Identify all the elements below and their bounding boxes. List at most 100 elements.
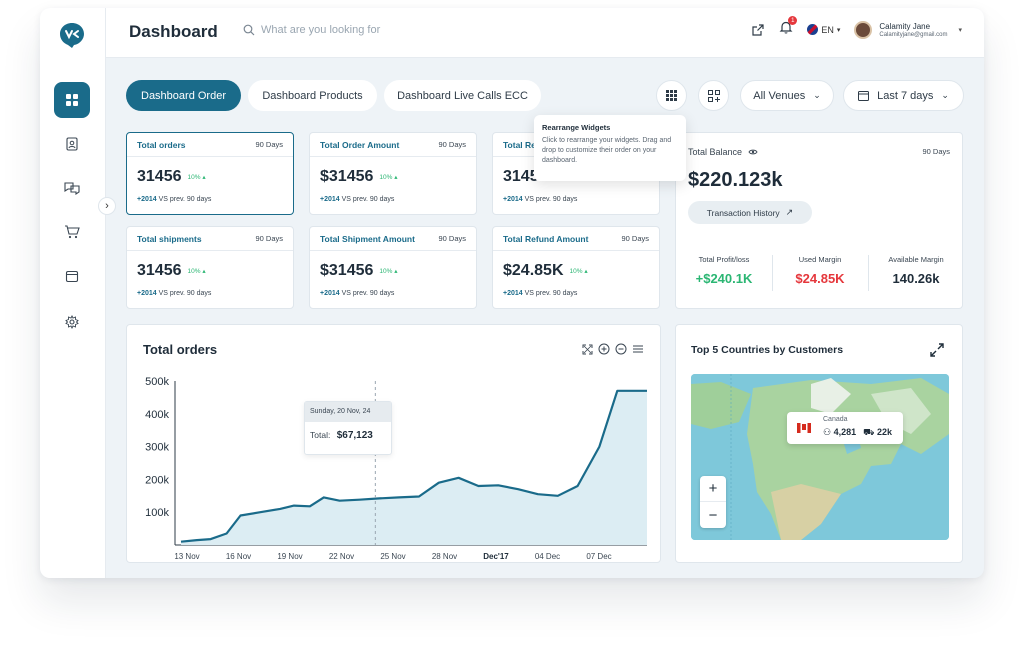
contact-card-icon bbox=[66, 137, 78, 151]
stat-card-total-order-amount[interactable]: Total Order Amount 90 Days $31456 10% ▴ +2… bbox=[309, 132, 477, 215]
transaction-history-button[interactable]: Transaction History ↗ bbox=[688, 201, 812, 224]
tooltip-text: Click to rearrange your widgets. Drag an… bbox=[542, 137, 672, 165]
trend-up-icon: ▴ bbox=[202, 268, 206, 275]
stat-foot: VS prev. 90 days bbox=[524, 290, 578, 297]
date-range-select[interactable]: Last 7 days ⌄ bbox=[843, 80, 964, 111]
stat-change: 10% bbox=[569, 268, 583, 275]
north-america-map bbox=[691, 374, 949, 540]
fullscreen-icon[interactable] bbox=[582, 344, 593, 355]
tab-dashboard-order[interactable]: Dashboard Order bbox=[126, 80, 241, 111]
stat-card-total-shipments[interactable]: Total shipments 90 Days 31456 10% ▴ +2014 … bbox=[126, 226, 294, 309]
world-map[interactable]: + − Canada ⚇ 4,281 ⛟ 22k bbox=[691, 374, 949, 540]
sidebar-item-settings[interactable] bbox=[54, 304, 90, 340]
stat-card-total-refund-amount[interactable]: Total Refund Amount 90 Days $24.85K 10% ▴ … bbox=[492, 226, 660, 309]
arrow-up-right-icon: ↗ bbox=[785, 207, 794, 217]
x-tick-label: 13 Nov bbox=[174, 552, 199, 561]
zoom-controls: + − bbox=[700, 476, 726, 528]
chevron-right-icon: › bbox=[105, 200, 109, 212]
stat-foot: VS prev. 90 days bbox=[158, 196, 212, 203]
user-icon: ⚇ bbox=[823, 427, 832, 437]
country-popup: Canada ⚇ 4,281 ⛟ 22k bbox=[787, 412, 903, 444]
page-title: Dashboard bbox=[129, 22, 218, 41]
chevron-down-icon: ▾ bbox=[958, 26, 962, 34]
tab-dashboard-products[interactable]: Dashboard Products bbox=[248, 80, 377, 111]
top-actions: 1 EN ▾ Calamity Jane Calamityjane@gmail.… bbox=[751, 16, 962, 39]
uk-flag-icon bbox=[807, 24, 819, 35]
y-tick-label: 400k bbox=[145, 409, 169, 421]
stat-delta: +2014 bbox=[503, 196, 523, 203]
x-tick-label: 25 Nov bbox=[380, 552, 405, 561]
orders-area-chart[interactable]: 500k 400k 300k 200k 100k 13 Nov 16 Nov 19 Nov 22… bbox=[127, 325, 662, 564]
balance-metric: Used Margin $24.85K bbox=[772, 255, 868, 286]
search-icon bbox=[243, 24, 255, 36]
tooltip-title: Rearrange Widgets bbox=[542, 123, 611, 132]
expand-icon[interactable] bbox=[930, 343, 944, 357]
zoom-in-icon[interactable] bbox=[598, 343, 610, 355]
external-link-icon[interactable] bbox=[751, 23, 765, 37]
popup-orders: 22k bbox=[876, 427, 892, 437]
top-bar: Dashboard What are you looking for 1 bbox=[106, 8, 984, 58]
chevron-down-icon: ▾ bbox=[836, 26, 841, 34]
user-menu[interactable]: Calamity Jane Calamityjane@gmail.com ▾ bbox=[854, 20, 962, 39]
app-logo[interactable] bbox=[59, 22, 85, 48]
rearrange-tooltip: Rearrange Widgets Click to rearrange you… bbox=[534, 115, 686, 181]
y-tick-label: 500k bbox=[145, 376, 169, 388]
stat-change: 10% bbox=[379, 174, 393, 181]
x-tick-label: 07 Dec bbox=[586, 552, 611, 561]
chevron-down-icon: ⌄ bbox=[813, 90, 821, 100]
sidebar-item-chat[interactable] bbox=[54, 170, 90, 206]
eye-icon[interactable] bbox=[748, 148, 758, 156]
zoom-out-icon[interactable] bbox=[615, 343, 627, 355]
add-widget-button[interactable] bbox=[698, 80, 729, 111]
x-tick-label: 28 Nov bbox=[432, 552, 457, 561]
sidebar-item-calendar[interactable] bbox=[54, 258, 90, 294]
stat-period: 90 Days bbox=[255, 140, 283, 149]
transaction-history-label: Transaction History bbox=[706, 207, 780, 218]
x-tick-label: 19 Nov bbox=[277, 552, 302, 561]
stat-label: Total Re bbox=[503, 139, 536, 150]
sidebar bbox=[40, 8, 106, 578]
stat-card-total-orders[interactable]: Total orders 90 Days 31456 10% ▴ +2014 VS … bbox=[126, 132, 294, 215]
stat-period: 90 Days bbox=[438, 140, 466, 149]
venue-select-label: All Venues bbox=[753, 89, 806, 102]
search-input[interactable]: What are you looking for bbox=[261, 24, 381, 36]
grid-icon bbox=[66, 94, 78, 106]
metric-divider bbox=[868, 255, 869, 291]
stat-value: 3145 bbox=[503, 168, 539, 185]
trend-up-icon: ▴ bbox=[584, 268, 588, 275]
language-label: EN bbox=[821, 24, 834, 35]
y-tick-label: 300k bbox=[145, 442, 169, 454]
stat-label: Total Refund Amount bbox=[503, 233, 589, 244]
stat-value: $31456 bbox=[320, 168, 374, 185]
notifications-button[interactable]: 1 bbox=[779, 16, 798, 39]
calendar-icon bbox=[858, 91, 870, 101]
bell-icon bbox=[779, 21, 793, 34]
sidebar-toggle-button[interactable]: › bbox=[98, 197, 116, 215]
stat-label: Total Shipment Amount bbox=[320, 233, 415, 244]
stat-card-total-shipment-amount[interactable]: Total Shipment Amount 90 Days $31456 10% ▴… bbox=[309, 226, 477, 309]
stat-change: 10% bbox=[379, 268, 393, 275]
language-select[interactable]: EN ▾ bbox=[807, 24, 840, 35]
stat-value: 31456 bbox=[137, 168, 182, 185]
balance-period: 90 Days bbox=[922, 147, 950, 156]
hover-value: $67,123 bbox=[336, 430, 373, 441]
map-title: Top 5 Countries by Customers bbox=[691, 344, 844, 356]
map-zoom-in-button[interactable]: + bbox=[700, 476, 726, 502]
user-name: Calamity Jane bbox=[879, 21, 931, 31]
map-zoom-out-button[interactable]: − bbox=[708, 506, 718, 524]
tab-dashboard-live-calls[interactable]: Dashboard Live Calls ECC bbox=[384, 80, 541, 111]
menu-icon[interactable] bbox=[632, 343, 644, 355]
hover-label: Total: bbox=[310, 430, 331, 440]
user-email: Calamityjane@gmail.com bbox=[879, 31, 948, 38]
stat-delta: +2014 bbox=[137, 290, 157, 297]
search-bar[interactable]: What are you looking for bbox=[243, 24, 380, 36]
x-tick-label: 22 Nov bbox=[329, 552, 354, 561]
venue-select[interactable]: All Venues ⌄ bbox=[740, 80, 834, 111]
rearrange-widgets-button[interactable] bbox=[656, 80, 687, 111]
sidebar-item-dashboard[interactable] bbox=[54, 82, 90, 118]
sidebar-item-cart[interactable] bbox=[54, 214, 90, 250]
stat-foot: VS prev. 90 days bbox=[524, 196, 578, 203]
sidebar-item-contacts[interactable] bbox=[54, 126, 90, 162]
chart-toolbar bbox=[582, 343, 644, 355]
stat-value: $31456 bbox=[320, 262, 374, 279]
